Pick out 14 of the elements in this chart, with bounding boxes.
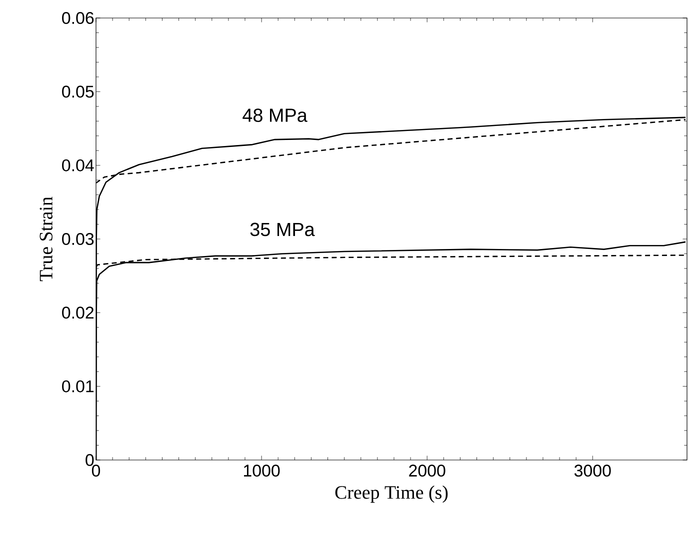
x-axis-title: Creep Time (s) — [335, 486, 448, 503]
y-tick-label: 0.02 — [62, 306, 94, 319]
x-tick-label: 3000 — [574, 464, 611, 477]
y-axis-title: True Strain — [40, 196, 52, 282]
x-tick-label: 2000 — [409, 464, 446, 477]
y-tick-label: 0.01 — [62, 380, 94, 392]
x-tick-label: 1000 — [244, 464, 280, 477]
y-tick-label: 0.05 — [62, 86, 94, 98]
y-tick-label: 0.04 — [62, 159, 94, 172]
y-tick-label: 0 — [86, 454, 94, 466]
y-tick-label: 0.03 — [62, 233, 94, 245]
y-tick-label: 0.06 — [62, 12, 94, 24]
series-label: 35 MPa — [250, 222, 315, 236]
series-label: 48 MPa — [242, 108, 308, 122]
